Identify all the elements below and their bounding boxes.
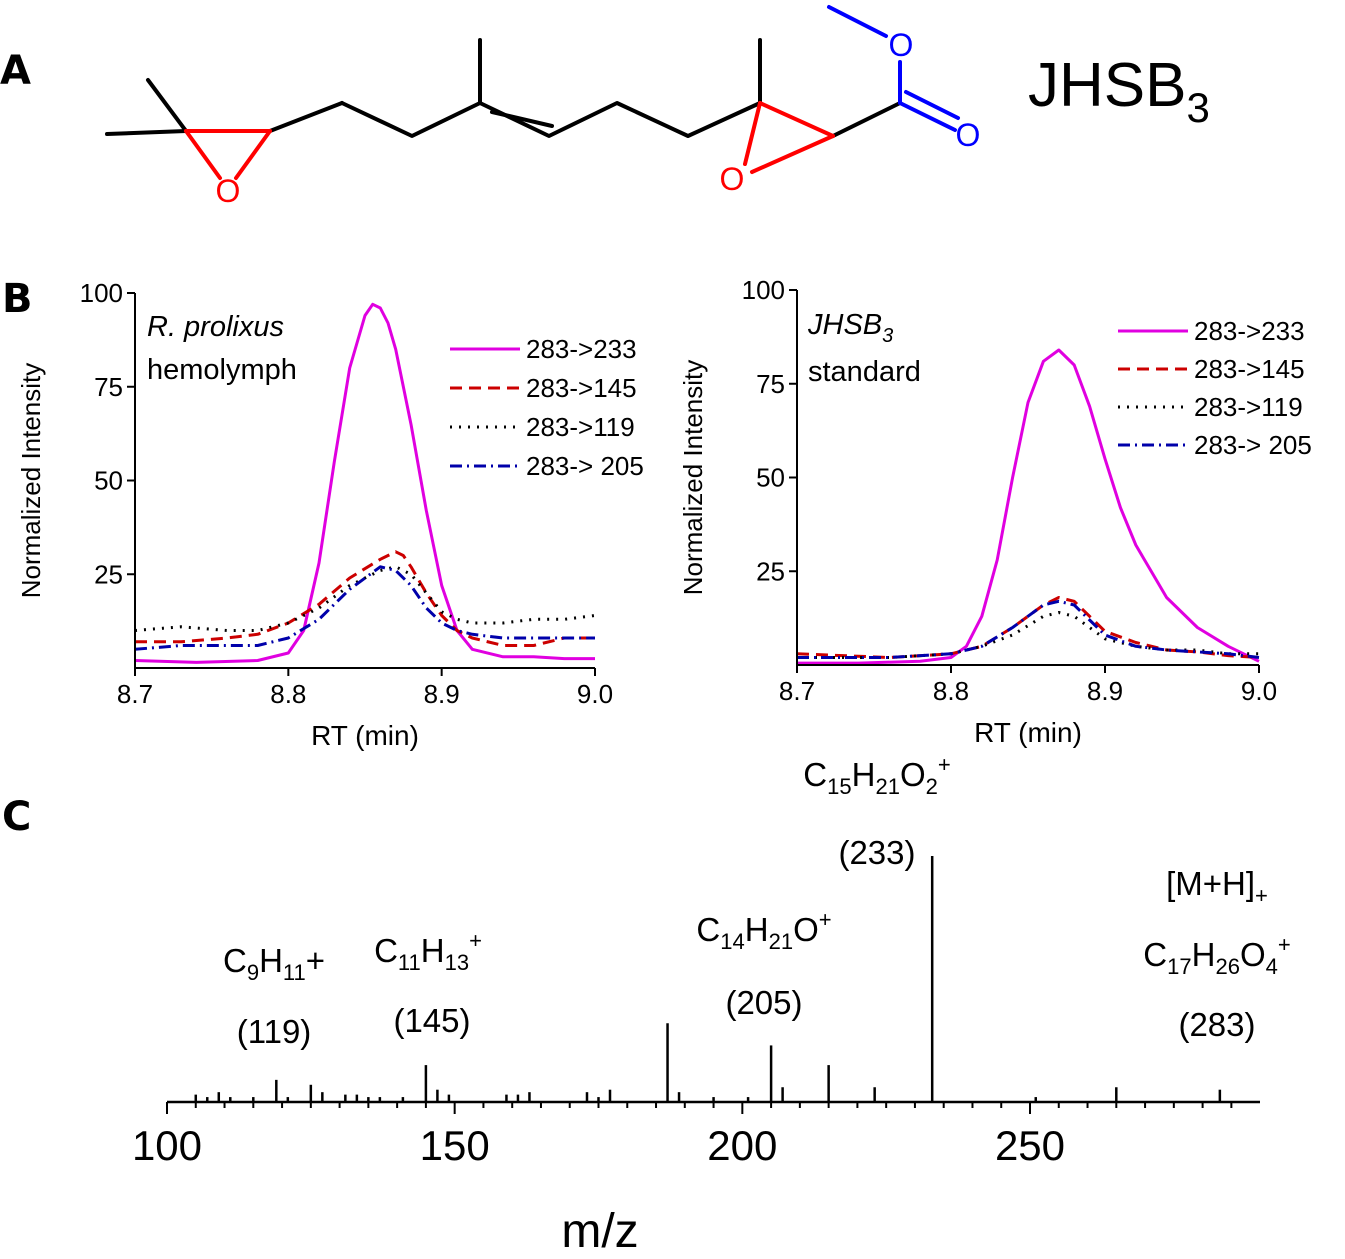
panel-label-c: C: [2, 794, 31, 840]
carbon-skeleton: [105, 38, 902, 138]
y-tick-label: 25: [756, 556, 785, 586]
y-axis-label: Normalized Intensity: [16, 363, 46, 599]
series-line-0: [134, 302, 595, 664]
x-axis-label: RT (min): [311, 720, 419, 751]
x-tick-label: 150: [420, 1122, 490, 1169]
peaks-layer: [194, 856, 1222, 1102]
annotation-mz-283: (283): [1178, 1006, 1255, 1043]
x-tick-label: 250: [995, 1122, 1065, 1169]
axes-layer: 8.7 8.8 8.9 9.0 25 50 75 100: [80, 278, 613, 709]
chromatogram-standard: 8.7 8.8 8.9 9.0 25 50 75 100 JHSB3 standard 283…: [678, 275, 1312, 748]
annotation-formula-145: C11H13+: [374, 928, 482, 975]
epoxide-rings: [184, 101, 835, 180]
x-tick-label: 8.8: [270, 679, 306, 709]
legend-label-2: 283->119: [526, 412, 635, 442]
y-tick-label: 75: [94, 372, 123, 402]
axes-layer: 8.7 8.8 8.9 9.0 25 50 75 100: [742, 275, 1277, 706]
ester-oxygen-2: O: [956, 117, 981, 153]
legend: 283->233 283->145 283->119 283-> 205: [450, 334, 644, 481]
x-axis-label: m/z: [561, 1205, 638, 1258]
legend: 283->233 283->145 283->119 283-> 205: [1118, 316, 1312, 460]
series-line-1: [796, 596, 1260, 659]
legend-label-2: 283->119: [1194, 392, 1303, 422]
x-tick-label: 8.9: [424, 679, 460, 709]
x-tick-label: 8.7: [779, 676, 815, 706]
panel-label-b: B: [2, 276, 33, 322]
x-axis-label: RT (min): [974, 717, 1082, 748]
legend-label-1: 283->145: [526, 373, 637, 403]
y-axis-label: Normalized Intensity: [678, 360, 708, 596]
epoxide-oxygen-2: O: [720, 161, 745, 197]
annotation-adduct-283: [M+H]+: [1166, 865, 1268, 908]
y-tick-label: 25: [94, 559, 123, 589]
peak-annotations: C9H11+ (119) C11H13+ (145) C14H21O+ (205…: [223, 752, 1291, 1050]
ester-oxygen-1: O: [889, 27, 914, 63]
series-line-3: [797, 599, 1260, 659]
x-tick-label: 8.8: [933, 676, 969, 706]
annotation-mz-119: (119): [237, 1013, 312, 1050]
jhsb3-structure: O O O O: [105, 5, 981, 209]
annotation-mz-205: (205): [725, 984, 802, 1021]
axes-layer: 100 150 200 250: [132, 1100, 1260, 1169]
chart-annotation-line1: JHSB3: [807, 309, 893, 347]
legend-label-0: 283->233: [1194, 316, 1305, 346]
x-tick-label: 8.9: [1087, 676, 1123, 706]
x-tick-label: 100: [132, 1122, 202, 1169]
annotation-formula-205: C14H21O+: [696, 907, 831, 954]
methyl-ester: [827, 5, 960, 132]
legend-label-3: 283-> 205: [526, 451, 644, 481]
annotation-mz-233: (233): [838, 834, 915, 871]
x-tick-label: 8.7: [117, 679, 153, 709]
x-tick-label: 200: [707, 1122, 777, 1169]
x-tick-label: 9.0: [1241, 676, 1277, 706]
y-tick-label: 50: [94, 466, 123, 496]
y-tick-label: 100: [742, 275, 785, 305]
legend-label-3: 283-> 205: [1194, 430, 1312, 460]
legend-label-0: 283->233: [526, 334, 637, 364]
chromatogram-hemolymph: 8.7 8.8 8.9 9.0 25 50 75 100 R. prolixus hemoly…: [16, 278, 644, 751]
chart-annotation-line2: hemolymph: [147, 354, 297, 386]
y-tick-label: 50: [756, 463, 785, 493]
compound-name: JHSB3: [1028, 51, 1210, 131]
chart-annotation-line2: standard: [808, 356, 921, 388]
legend-label-1: 283->145: [1194, 354, 1305, 384]
y-tick-label: 100: [80, 278, 123, 308]
annotation-formula-233: C15H21O2+: [803, 752, 950, 799]
panel-label-a: A: [0, 48, 31, 94]
series-line-3: [134, 565, 595, 651]
series-layer: [134, 302, 596, 664]
x-tick-label: 9.0: [577, 679, 613, 709]
chart-annotation-line1: R. prolixus: [147, 311, 284, 343]
annotation-mz-145: (145): [393, 1002, 470, 1039]
ms-spectrum: 100 150 200 250 C9H11+ (119) C11H13+ (145) …: [132, 752, 1291, 1258]
series-layer: [796, 348, 1260, 665]
annotation-formula-119: C9H11+: [223, 942, 325, 985]
series-line-1: [135, 550, 595, 647]
annotation-formula-283: C17H26O4+: [1143, 932, 1290, 979]
epoxide-oxygen-1: O: [216, 173, 241, 209]
y-tick-label: 75: [756, 369, 785, 399]
series-line-2: [134, 565, 596, 632]
